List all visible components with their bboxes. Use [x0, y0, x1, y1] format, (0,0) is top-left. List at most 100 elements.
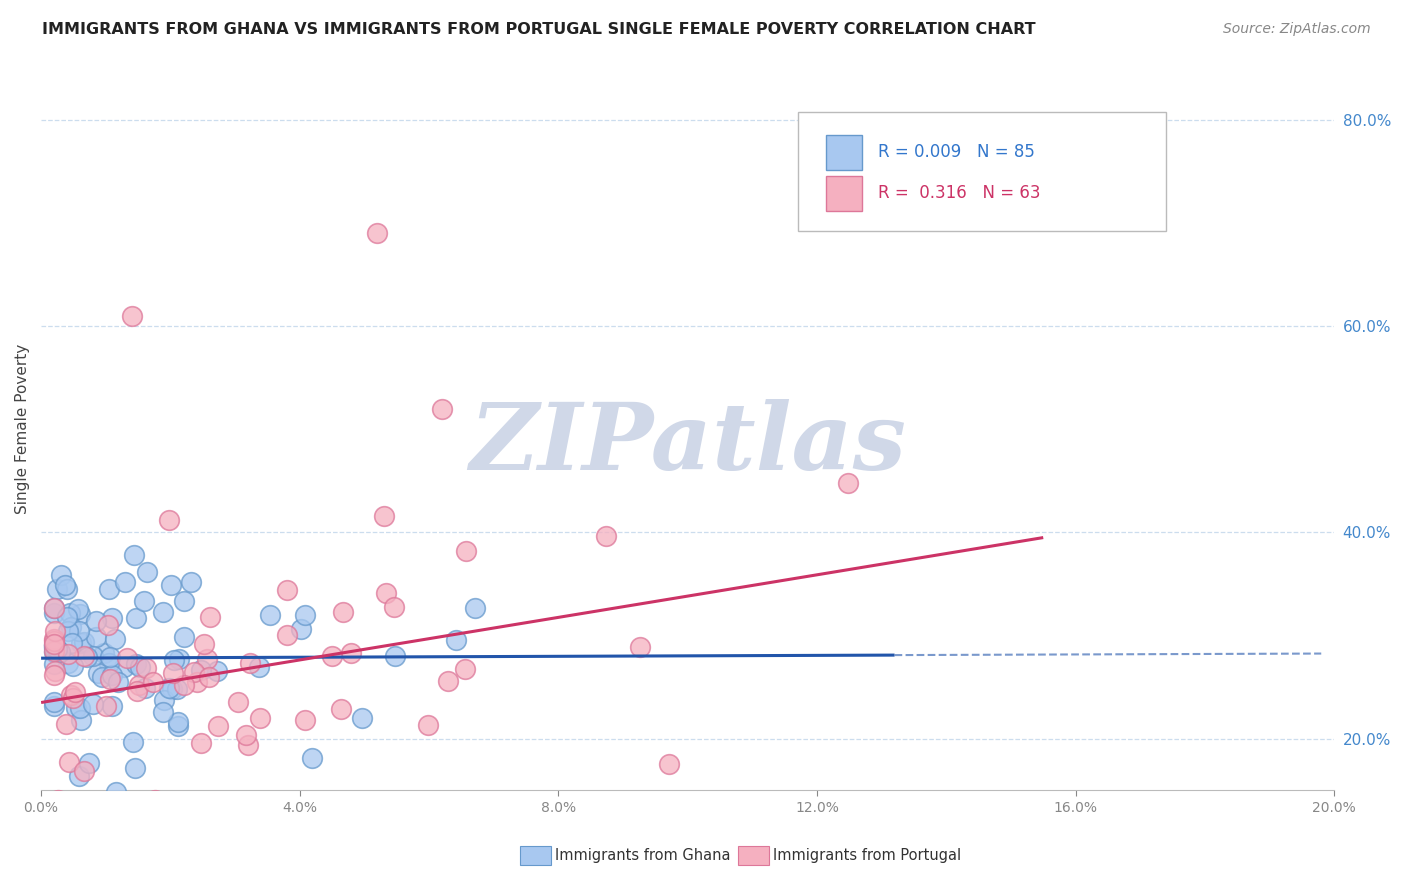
- Point: [46, 793, 69, 807]
- Point: [294, 714, 316, 728]
- Point: [86, 630, 108, 644]
- Point: [454, 662, 477, 676]
- Point: [56, 609, 79, 624]
- Point: [382, 599, 405, 614]
- Point: [56, 624, 79, 638]
- Point: [135, 661, 157, 675]
- Point: [190, 736, 212, 750]
- Point: [198, 609, 221, 624]
- Point: [59, 606, 82, 620]
- Point: [122, 548, 145, 562]
- Point: [94, 699, 117, 714]
- Point: [70, 714, 93, 728]
- Point: [121, 309, 143, 323]
- Point: [42, 632, 65, 646]
- Point: [276, 628, 298, 642]
- Point: [226, 695, 249, 709]
- Point: [290, 622, 312, 636]
- Point: [190, 663, 212, 677]
- Point: [42, 644, 65, 658]
- Point: [128, 678, 150, 692]
- Point: [195, 651, 218, 665]
- Point: [55, 717, 77, 731]
- Point: [384, 649, 406, 664]
- Point: [167, 652, 190, 666]
- Point: [42, 639, 65, 653]
- Point: [143, 793, 166, 807]
- Point: [76, 650, 98, 665]
- Point: [628, 640, 651, 654]
- Text: Source: ZipAtlas.com: Source: ZipAtlas.com: [1223, 22, 1371, 37]
- Point: [42, 695, 65, 709]
- Point: [97, 582, 120, 596]
- Point: [247, 660, 270, 674]
- Point: [82, 648, 104, 663]
- Point: [186, 675, 208, 690]
- Point: [87, 666, 110, 681]
- Point: [59, 619, 82, 633]
- Point: [160, 578, 183, 592]
- Point: [42, 634, 65, 648]
- Text: Immigrants from Portugal: Immigrants from Portugal: [773, 848, 962, 863]
- Point: [437, 673, 460, 688]
- Point: [134, 681, 156, 696]
- Point: [66, 602, 89, 616]
- Point: [42, 645, 65, 659]
- Point: [115, 651, 138, 665]
- Point: [127, 683, 149, 698]
- Point: [366, 227, 388, 241]
- Point: [207, 664, 229, 678]
- Bar: [825, 135, 862, 169]
- Point: [166, 719, 188, 733]
- Point: [112, 660, 135, 674]
- Point: [44, 637, 66, 651]
- Point: [259, 608, 281, 623]
- Point: [44, 664, 66, 678]
- Point: [173, 594, 195, 608]
- Point: [238, 739, 260, 753]
- Point: [58, 647, 80, 661]
- Point: [152, 705, 174, 719]
- Point: [56, 582, 79, 596]
- Point: [63, 685, 86, 699]
- Text: R = 0.009   N = 85: R = 0.009 N = 85: [877, 143, 1035, 161]
- Point: [198, 670, 221, 684]
- Point: [60, 688, 83, 702]
- Point: [49, 645, 72, 659]
- Point: [418, 718, 440, 732]
- Point: [73, 648, 96, 663]
- Point: [135, 565, 157, 579]
- Point: [42, 606, 65, 620]
- Point: [65, 701, 87, 715]
- Point: [153, 693, 176, 707]
- Point: [167, 715, 190, 730]
- Point: [121, 735, 143, 749]
- Point: [107, 675, 129, 690]
- Point: [42, 638, 65, 652]
- Point: [56, 656, 79, 670]
- Point: [97, 656, 120, 670]
- Point: [45, 582, 67, 596]
- Point: [152, 605, 174, 619]
- Point: [82, 698, 104, 712]
- Point: [79, 756, 101, 770]
- Point: [101, 668, 124, 682]
- Point: [62, 658, 84, 673]
- Point: [67, 769, 90, 783]
- Bar: [825, 176, 862, 211]
- Point: [42, 601, 65, 615]
- Point: [84, 614, 107, 628]
- Point: [837, 475, 859, 490]
- Point: [235, 728, 257, 742]
- Point: [132, 593, 155, 607]
- Point: [129, 659, 152, 673]
- Point: [294, 607, 316, 622]
- Y-axis label: Single Female Poverty: Single Female Poverty: [15, 344, 30, 515]
- Point: [42, 657, 65, 671]
- Point: [454, 544, 477, 558]
- Point: [301, 750, 323, 764]
- Point: [159, 681, 181, 695]
- Point: [332, 605, 354, 619]
- Point: [464, 601, 486, 615]
- Point: [339, 646, 361, 660]
